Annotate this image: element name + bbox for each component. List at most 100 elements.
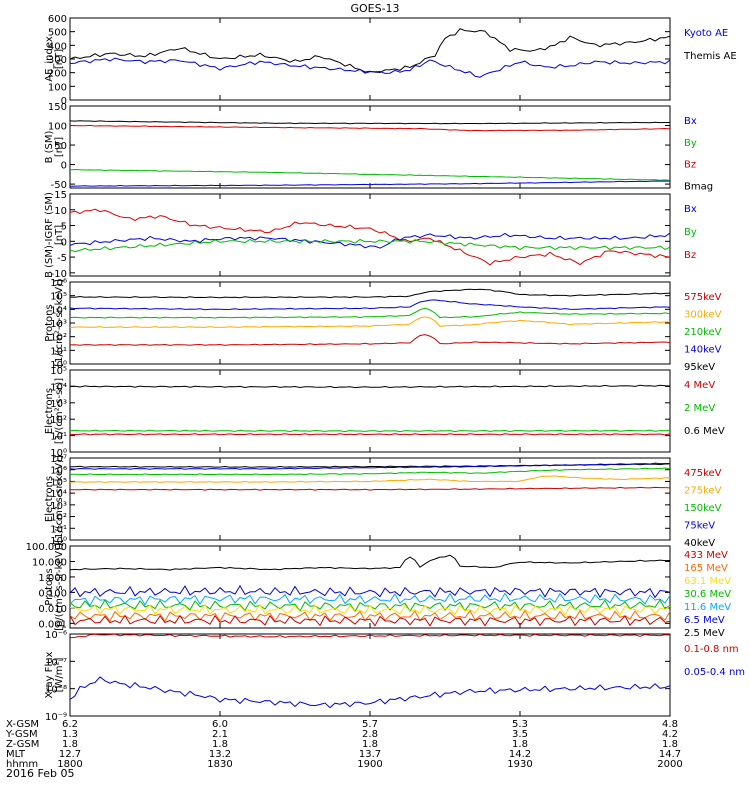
series-line-bz <box>69 208 671 266</box>
legend-entry: 2 MeV <box>684 403 715 414</box>
y-axis-label: Electrons <box>44 476 55 522</box>
y-axis-label: Xray Flux <box>44 651 55 698</box>
orbit-footer-table: X-GSM 6.2 6.0 5.7 5.3 4.8 Y-GSM 1.3 2.1 2.8 3.5 4.2… <box>5 719 683 770</box>
y-tick-label: 10⁶ <box>50 466 67 477</box>
footer-row-label: Y-GSM <box>5 729 38 740</box>
panel-1: 0 100 200 300 400 500 600 AE_index [nT] Kyoto AE T… <box>44 14 737 107</box>
legend-entry: 11.6 MeV <box>684 602 731 613</box>
legend-entry: 95keV <box>684 362 715 373</box>
panel-7: 0.001 0.010 0.100 1.000 10.000 100.000 Protons… <box>26 542 732 639</box>
series-line-95kev <box>69 288 671 299</box>
footer-value: 1.8 <box>662 739 678 750</box>
footer-value: 2.1 <box>212 729 228 740</box>
y-tick-label: 10³ <box>50 501 67 512</box>
legend-entry: 4 MeV <box>684 380 715 391</box>
footer-value: 4.8 <box>662 719 678 730</box>
series-line-0-1-0-8-nm <box>69 633 671 639</box>
y-tick-label: 10⁷ <box>50 454 67 465</box>
y-tick-label: -50 <box>51 180 67 191</box>
panel-frame <box>69 281 671 365</box>
legend-entry: 0.6 MeV <box>684 426 725 437</box>
y-axis-label: [W/m²] <box>54 657 65 692</box>
y-tick-label: 10³ <box>50 399 67 410</box>
y-tick-label: 0.010 <box>38 604 67 615</box>
footer-value: 5.7 <box>362 719 378 730</box>
y-tick-label: 10² <box>50 513 67 524</box>
series-line-by <box>69 168 671 181</box>
footer-value: 1830 <box>207 759 232 770</box>
legend-entry: 150keV <box>684 503 722 514</box>
legend-entry: By <box>684 227 697 238</box>
series-line-275kev <box>69 475 671 483</box>
footer-value: 6.0 <box>212 719 228 730</box>
series-line-0-6-mev <box>69 384 671 389</box>
series-line-575kev <box>69 334 671 346</box>
y-axis-label: Protons <box>44 568 55 605</box>
footer-row-label: X-GSM <box>6 719 39 730</box>
series-line-150kev <box>69 467 671 476</box>
y-tick-label: 10⁴ <box>50 382 67 393</box>
y-tick-label: 10⁻⁷ <box>45 657 67 668</box>
y-tick-label: 10⁶ <box>50 278 67 289</box>
y-tick-label: 10¹ <box>50 524 67 535</box>
y-tick-label: 100 <box>48 82 67 93</box>
y-axis-label: Protons <box>44 304 55 341</box>
panel-3: -10 -5 0 5 10 15B (SM)-IGRF (SM) [nT] Bx By Bz <box>44 190 697 280</box>
legend-entry: 140keV <box>684 344 722 355</box>
footer-value: 1930 <box>507 759 532 770</box>
y-tick-label: 10³ <box>50 319 67 330</box>
footer-value: 6.2 <box>62 719 78 730</box>
y-tick-label: 100 <box>48 122 67 133</box>
y-tick-label: -10 <box>51 269 67 280</box>
y-tick-label: 1.000 <box>38 573 67 584</box>
series-line-140kev <box>69 299 671 311</box>
legend-entry: Bmag <box>684 182 713 193</box>
series-line-kyoto-ae <box>69 57 671 78</box>
footer-value: 2.8 <box>362 729 378 740</box>
legend-entry: 475keV <box>684 468 722 479</box>
plot-title: GOES-13 <box>350 2 399 15</box>
series-line-433-mev <box>69 614 671 627</box>
y-tick-label: 200 <box>48 69 67 80</box>
y-tick-label: 10⁵ <box>50 477 67 488</box>
y-tick-label: 10¹ <box>50 346 67 357</box>
y-tick-label: 10⁰ <box>50 448 67 459</box>
legend-entry: 6.5 MeV <box>684 615 725 626</box>
series-line-75kev <box>69 462 670 470</box>
y-tick-label: 0 <box>61 237 67 248</box>
panel-frame <box>69 369 671 453</box>
legend-entry: 300keV <box>684 309 722 320</box>
y-axis-label: Electrons <box>44 388 55 434</box>
footer-value: 1800 <box>57 759 82 770</box>
y-tick-label: 10¹ <box>50 432 67 443</box>
legend-entry: 30.6 MeV <box>684 589 731 600</box>
y-tick-label: 10⁵ <box>50 292 67 303</box>
y-axis-label: [1/(cm²-s-sr-keV)] <box>54 455 65 543</box>
y-tick-label: -5 <box>57 253 67 264</box>
footer-value: 13.2 <box>209 749 231 760</box>
series-line-11-6-mev <box>69 592 671 607</box>
y-tick-label: 10⁴ <box>50 305 67 316</box>
y-tick-label: 10² <box>50 333 67 344</box>
legend-entry: 40keV <box>684 538 715 549</box>
y-tick-label: 10⁻⁹ <box>45 712 67 723</box>
footer-value: 1.8 <box>212 739 228 750</box>
footer-row-label: hhmm <box>6 759 38 770</box>
footer-row-label: MLT <box>6 749 26 760</box>
panel-2: -50 0 50 100 150 B (SM) [nT] Bx By Bz Bmag <box>44 102 713 193</box>
y-axis-label: AE_index <box>44 36 55 82</box>
y-tick-label: 0 <box>61 96 67 107</box>
series-line-2-5-mev <box>69 554 671 571</box>
footer-value: 1.3 <box>62 729 78 740</box>
footer-value: 13.7 <box>359 749 381 760</box>
series-line-0-05-0-4-nm <box>69 676 671 709</box>
y-tick-label: 0 <box>61 161 67 172</box>
series-line-475kev <box>70 486 671 491</box>
footer-value: 14.2 <box>509 749 531 760</box>
y-tick-label: 15 <box>54 190 67 201</box>
y-axis-label: B (SM)-IGRF (SM) <box>44 192 55 278</box>
y-axis-label: B (SM) <box>44 130 55 163</box>
